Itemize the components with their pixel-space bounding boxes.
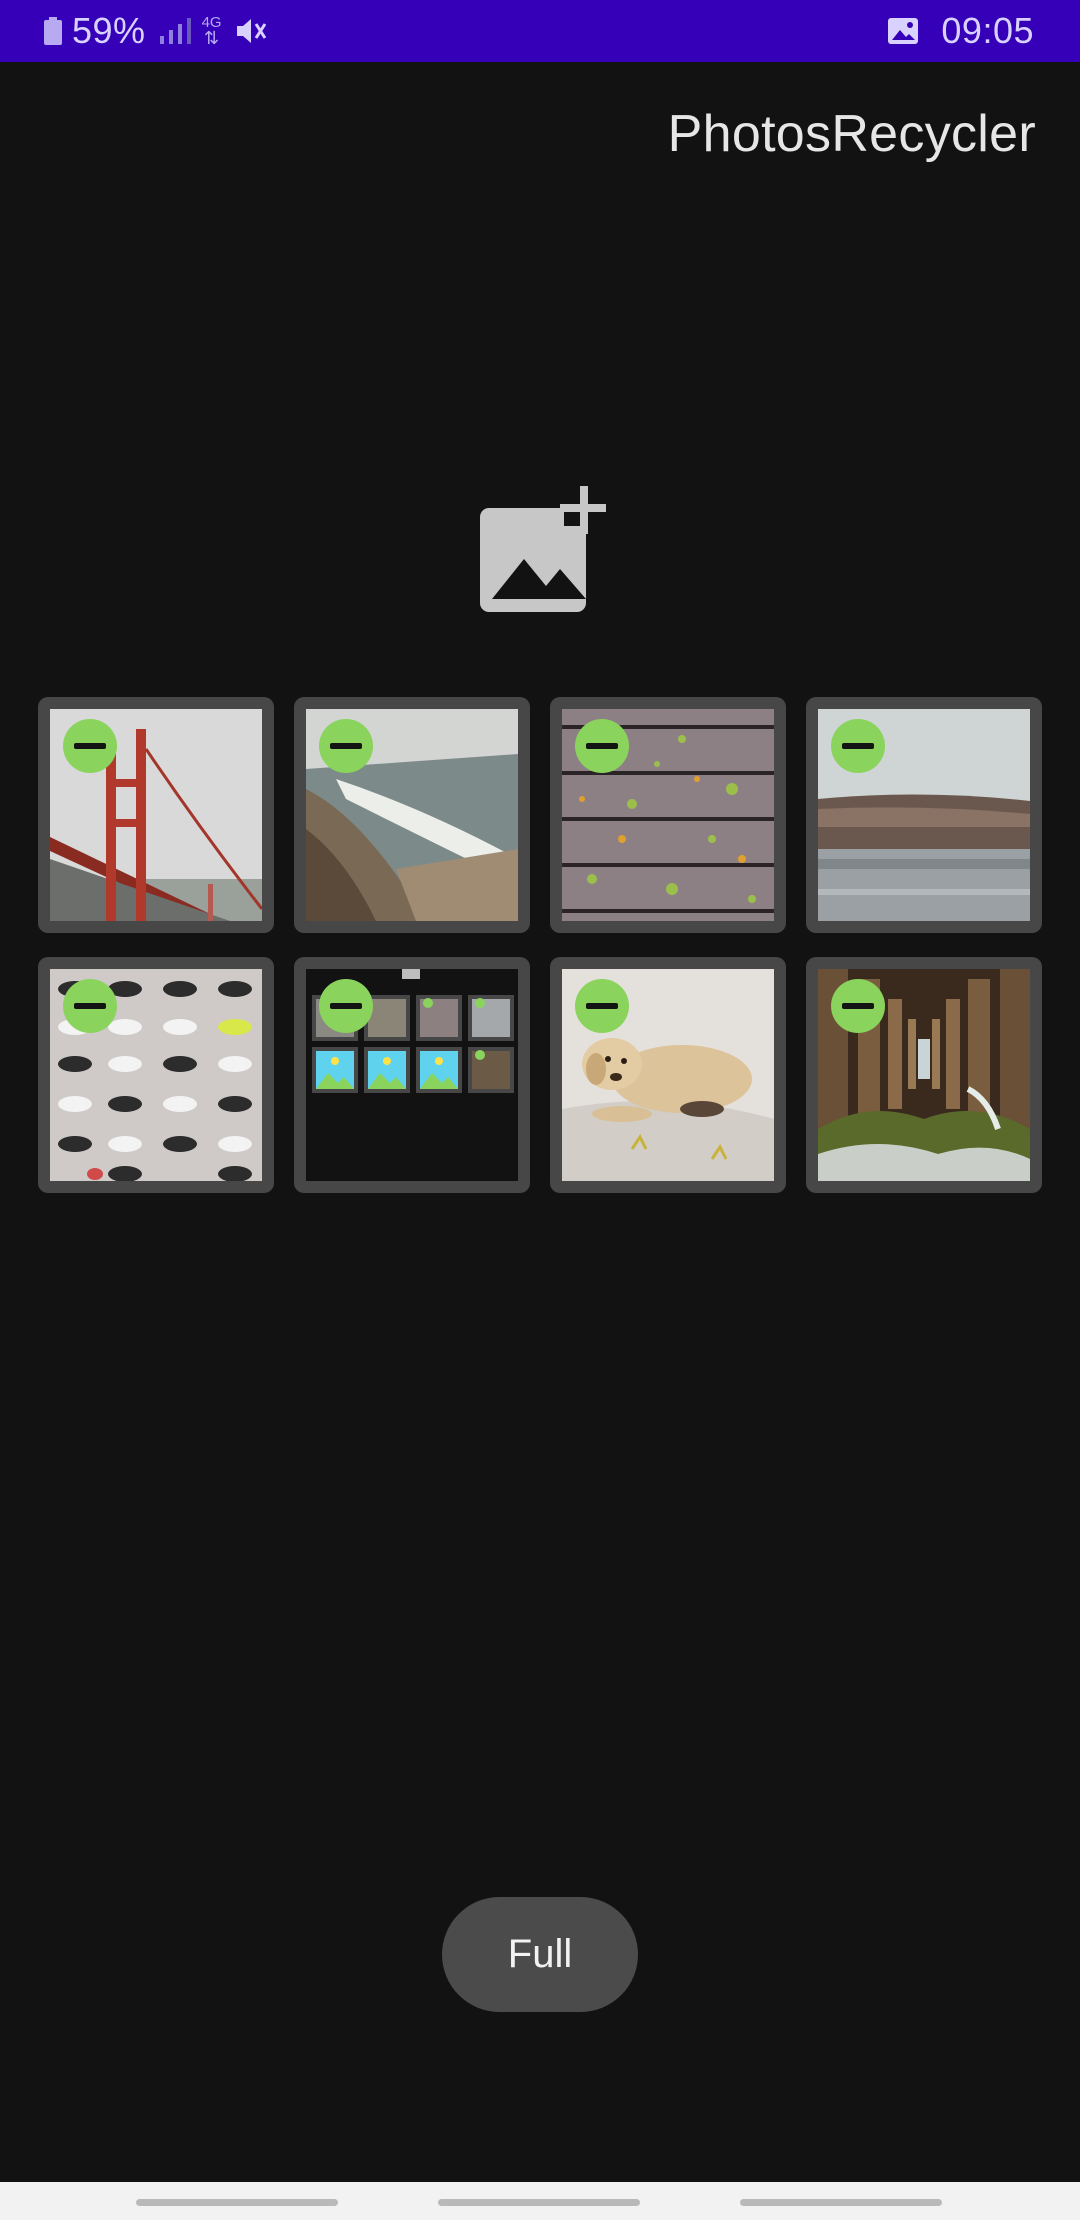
network-indicator: 4G ⇅ xyxy=(201,14,222,48)
photo-tile[interactable] xyxy=(294,697,530,933)
photo-tile[interactable] xyxy=(806,957,1042,1193)
gallery-notification-icon xyxy=(888,18,919,44)
remove-photo-button[interactable] xyxy=(831,719,885,773)
photo-tile[interactable] xyxy=(550,697,786,933)
remove-photo-button[interactable] xyxy=(831,979,885,1033)
battery-icon xyxy=(44,17,62,45)
app-title: PhotosRecycler xyxy=(667,105,1036,163)
photo-tile[interactable] xyxy=(550,957,786,1193)
remove-photo-button[interactable] xyxy=(575,719,629,773)
network-type: 4G xyxy=(201,14,222,31)
photo-tile[interactable] xyxy=(38,957,274,1193)
vibrate-mute-icon xyxy=(236,19,266,43)
photo-rock-breakwater xyxy=(818,709,1030,921)
nav-home-handle[interactable] xyxy=(438,2199,640,2206)
signal-icon xyxy=(159,18,196,44)
photo-tile[interactable] xyxy=(806,697,1042,933)
remove-photo-button[interactable] xyxy=(575,979,629,1033)
photo-tile[interactable] xyxy=(294,957,530,1193)
navigation-bar xyxy=(0,2182,1080,2220)
full-button[interactable]: Full xyxy=(442,1897,638,2012)
nav-recents-handle[interactable] xyxy=(740,2199,942,2206)
status-left: 59% 4G ⇅ xyxy=(44,0,268,62)
add-photo-icon[interactable] xyxy=(478,484,606,612)
photo-puppy-on-bed xyxy=(562,969,774,1181)
remove-photo-button[interactable] xyxy=(63,979,117,1033)
remove-photo-button[interactable] xyxy=(319,979,373,1033)
remove-photo-button[interactable] xyxy=(319,719,373,773)
photo-tile[interactable] xyxy=(38,697,274,933)
status-bar: 59% 4G ⇅ 09:05 xyxy=(0,0,1080,62)
status-right: 09:05 xyxy=(887,0,1034,62)
data-arrows-icon: ⇅ xyxy=(204,28,220,48)
clock: 09:05 xyxy=(941,10,1034,51)
remove-photo-button[interactable] xyxy=(63,719,117,773)
battery-percent: 59% xyxy=(72,10,146,51)
nav-back-handle[interactable] xyxy=(136,2199,338,2206)
photo-shoe-wall xyxy=(50,969,262,1181)
